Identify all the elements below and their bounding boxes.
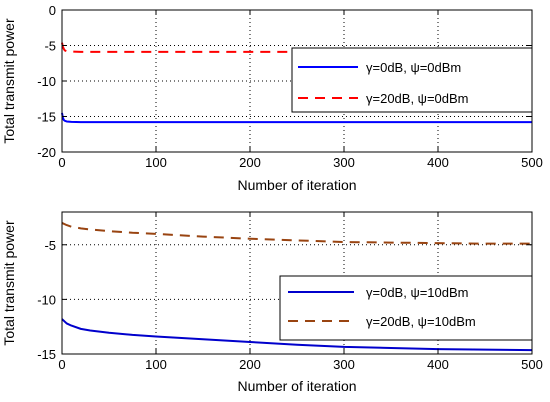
x-tick-label-top-4: 400 bbox=[427, 155, 449, 170]
x-tick-label-top-3: 300 bbox=[333, 155, 355, 170]
legend-label-top-1: γ=20dB, ψ=0dBm bbox=[366, 91, 469, 106]
y-tick-label-top-2: -10 bbox=[37, 74, 56, 89]
y-axis-label-top: Total transmit power bbox=[1, 18, 17, 144]
x-tick-label-bottom-5: 500 bbox=[521, 357, 543, 372]
legend-label-top-0: γ=0dB, ψ=0dBm bbox=[366, 60, 461, 75]
legend-bottom: γ=0dB, ψ=10dBm γ=20dB, ψ=10dBm bbox=[279, 275, 533, 341]
x-tick-label-top-5: 500 bbox=[521, 155, 543, 170]
chart-bottom: 0 100 200 300 400 500 -5 -10 -15 Number of itera… bbox=[1, 211, 543, 394]
y-tick-label-top-4: -20 bbox=[37, 145, 56, 160]
x-tick-label-bottom-3: 300 bbox=[333, 357, 355, 372]
series-bottom bbox=[61, 222, 533, 352]
legend-box-top bbox=[291, 47, 533, 113]
ticks-top: 0 100 200 300 400 500 0 -5 -10 -15 -20 bbox=[37, 3, 543, 170]
x-tick-label-top-2: 200 bbox=[239, 155, 261, 170]
series-line-bottom-0 bbox=[61, 318, 533, 352]
y-tick-label-top-0: 0 bbox=[49, 3, 56, 18]
x-tick-label-bottom-2: 200 bbox=[239, 357, 261, 372]
y-tick-label-bottom-0: -5 bbox=[44, 238, 56, 253]
series-top bbox=[61, 42, 532, 124]
y-tick-label-top-3: -15 bbox=[37, 110, 56, 125]
series-line-top-1 bbox=[61, 42, 532, 53]
series-line-top-0 bbox=[61, 112, 532, 124]
x-axis-label-top: Number of iteration bbox=[237, 177, 356, 193]
x-tick-label-bottom-1: 100 bbox=[145, 357, 167, 372]
y-tick-label-top-1: -5 bbox=[44, 39, 56, 54]
chart-top: 0 100 200 300 400 500 0 -5 -10 -15 -20 Number of i… bbox=[1, 3, 543, 193]
legend-box-bottom bbox=[279, 275, 533, 341]
x-tick-label-bottom-4: 400 bbox=[427, 357, 449, 372]
x-tick-label-bottom-0: 0 bbox=[58, 357, 65, 372]
x-tick-label-top-1: 100 bbox=[145, 155, 167, 170]
y-axis-label-bottom: Total transmit power bbox=[1, 220, 17, 346]
x-axis-label-bottom: Number of iteration bbox=[237, 378, 356, 394]
x-tick-label-top-0: 0 bbox=[58, 155, 65, 170]
y-tick-label-bottom-2: -15 bbox=[37, 347, 56, 362]
y-tick-label-bottom-1: -10 bbox=[37, 292, 56, 307]
ticks-bottom: 0 100 200 300 400 500 -5 -10 -15 bbox=[37, 212, 543, 372]
legend-top: γ=0dB, ψ=0dBm γ=20dB, ψ=0dBm bbox=[291, 47, 533, 113]
legend-label-bottom-0: γ=0dB, ψ=10dBm bbox=[366, 285, 469, 300]
legend-label-bottom-1: γ=20dB, ψ=10dBm bbox=[366, 314, 476, 329]
